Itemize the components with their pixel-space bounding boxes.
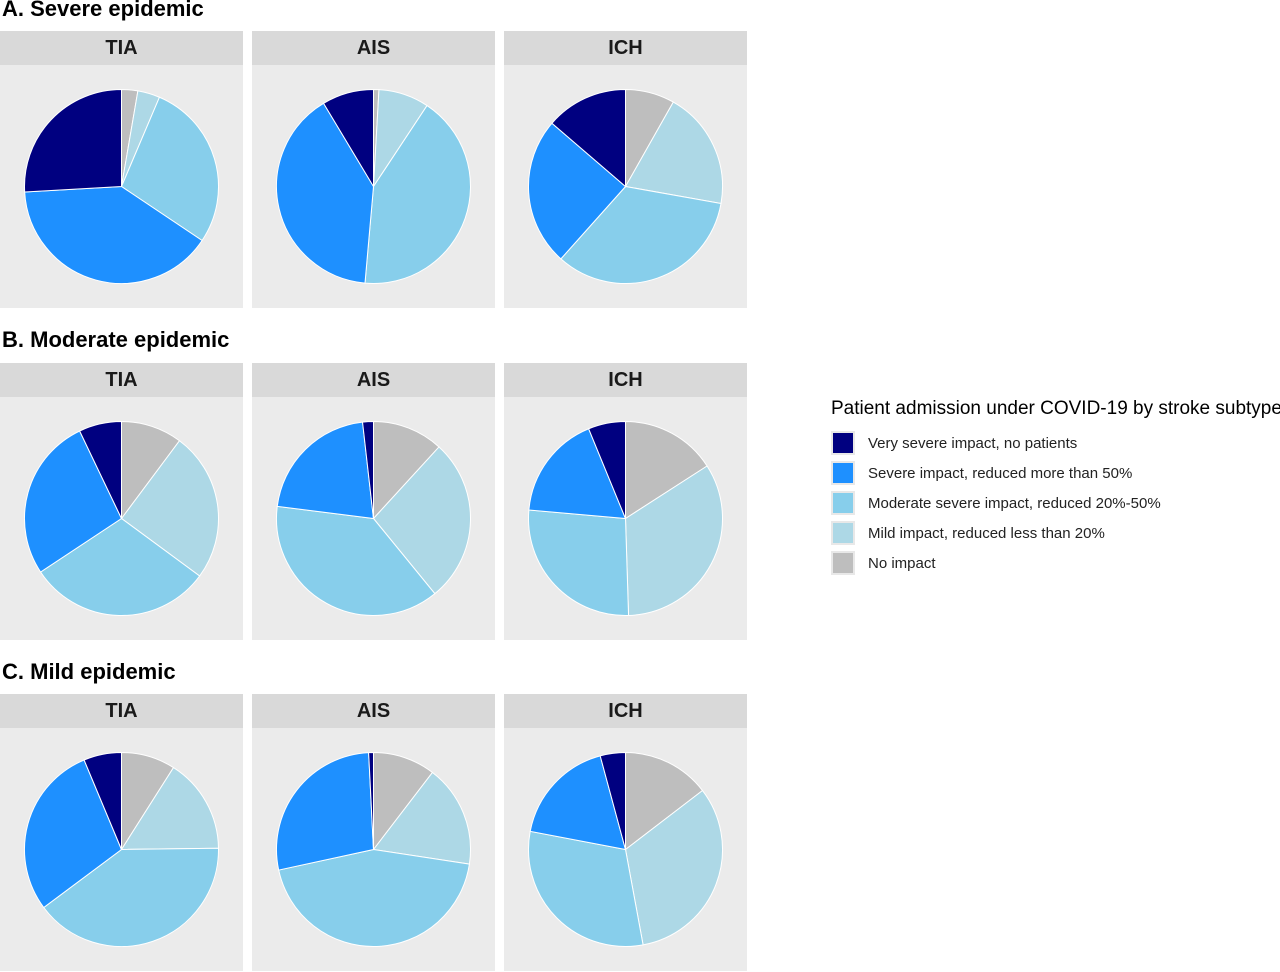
pie-slice — [624, 101, 723, 205]
pie-slice — [528, 509, 630, 616]
pie-chart — [528, 751, 724, 947]
panel-strip-label: TIA — [0, 694, 243, 728]
legend-title: Patient admission under COVID-19 by stro… — [831, 398, 1280, 419]
panel-strip-label: ICH — [504, 31, 747, 65]
pie-slice — [83, 751, 122, 850]
pie-slice — [120, 766, 219, 851]
pie-slice — [528, 830, 644, 947]
legend-item-mild: Mild impact, reduced less than 20% — [831, 518, 1280, 548]
pie-slice — [276, 752, 375, 871]
pie-slice — [276, 102, 375, 284]
legend-item-no-impact: No impact — [831, 548, 1280, 578]
pie-slice — [624, 789, 724, 946]
legend-label: Very severe impact, no patients — [868, 434, 1078, 452]
legend-label: Severe impact, reduced more than 50% — [868, 464, 1133, 482]
pie-chart — [24, 88, 220, 284]
pie-slice — [528, 428, 627, 520]
pie-chart — [528, 88, 723, 284]
pie-slice — [599, 751, 626, 850]
pie-chart — [276, 751, 471, 948]
pie-slice — [361, 420, 374, 519]
pie-slice — [276, 505, 436, 616]
pie-slice — [24, 759, 123, 909]
pie-slice — [529, 755, 627, 851]
panel-severe-ais: AIS — [252, 31, 495, 308]
pie-slice — [372, 771, 471, 865]
pie-chart — [24, 751, 219, 947]
panel-severe-tia: TIA — [0, 31, 243, 308]
pie-slice — [39, 517, 201, 616]
pie-slice — [278, 848, 470, 948]
pie-slice — [372, 446, 471, 595]
legend-label: Mild impact, reduced less than 20% — [868, 524, 1105, 542]
legend-item-very-severe: Very severe impact, no patients — [831, 428, 1280, 458]
legend-swatch — [831, 551, 855, 575]
panel-strip-label: AIS — [252, 363, 495, 397]
panel-mild-ais: AIS — [252, 694, 495, 971]
panel-moderate-ich: ICH — [504, 363, 747, 640]
panel-strip-label: AIS — [252, 694, 495, 728]
legend-swatch — [831, 491, 855, 515]
pie-chart — [24, 420, 219, 616]
panel-moderate-tia: TIA — [0, 363, 243, 640]
row-title-moderate: B. Moderate epidemic — [2, 327, 230, 352]
pie-slice — [43, 847, 219, 947]
panel-strip-label: TIA — [0, 31, 243, 65]
panel-severe-ich: ICH — [504, 31, 747, 308]
panel-strip-label: AIS — [252, 31, 495, 65]
pie-slice — [588, 420, 626, 519]
pie-slice — [322, 88, 374, 189]
legend-item-severe: Severe impact, reduced more than 50% — [831, 458, 1280, 488]
panel-strip-label: ICH — [504, 694, 747, 728]
pie-chart — [276, 88, 471, 284]
panel-strip-label: TIA — [0, 363, 243, 397]
panel-strip-label: ICH — [504, 363, 747, 397]
pie-slice — [120, 96, 220, 242]
pie-slice — [560, 185, 722, 284]
legend-swatch — [831, 461, 855, 485]
row-title-mild: C. Mild epidemic — [2, 659, 176, 684]
panel-mild-tia: TIA — [0, 694, 243, 971]
pie-slice — [276, 421, 375, 520]
legend-swatch — [831, 521, 855, 545]
pie-slice — [624, 465, 723, 616]
pie-chart — [528, 420, 723, 616]
pie-slice — [373, 420, 440, 520]
legend-label: No impact — [868, 554, 936, 572]
panel-mild-ich: ICH — [504, 694, 747, 971]
pie-slice — [364, 104, 471, 284]
legend-swatch — [831, 431, 855, 455]
pie-slice — [368, 751, 374, 850]
pie-slice — [625, 420, 708, 520]
row-title-severe: A. Severe epidemic — [2, 0, 204, 21]
pie-slice — [24, 185, 203, 284]
pie-slice — [625, 751, 704, 851]
pie-slice — [120, 440, 219, 577]
pie-chart — [276, 420, 471, 616]
panel-moderate-ais: AIS — [252, 363, 495, 640]
pie-slice — [528, 122, 627, 260]
pie-slice — [551, 88, 626, 188]
pie-slice — [24, 430, 123, 573]
legend-item-moderate-severe: Moderate severe impact, reduced 20%-50% — [831, 488, 1280, 518]
legend-label: Moderate severe impact, reduced 20%-50% — [868, 494, 1161, 512]
legend: Patient admission under COVID-19 by stro… — [831, 398, 1280, 578]
pie-slice — [78, 420, 122, 519]
pie-slice — [24, 88, 122, 193]
